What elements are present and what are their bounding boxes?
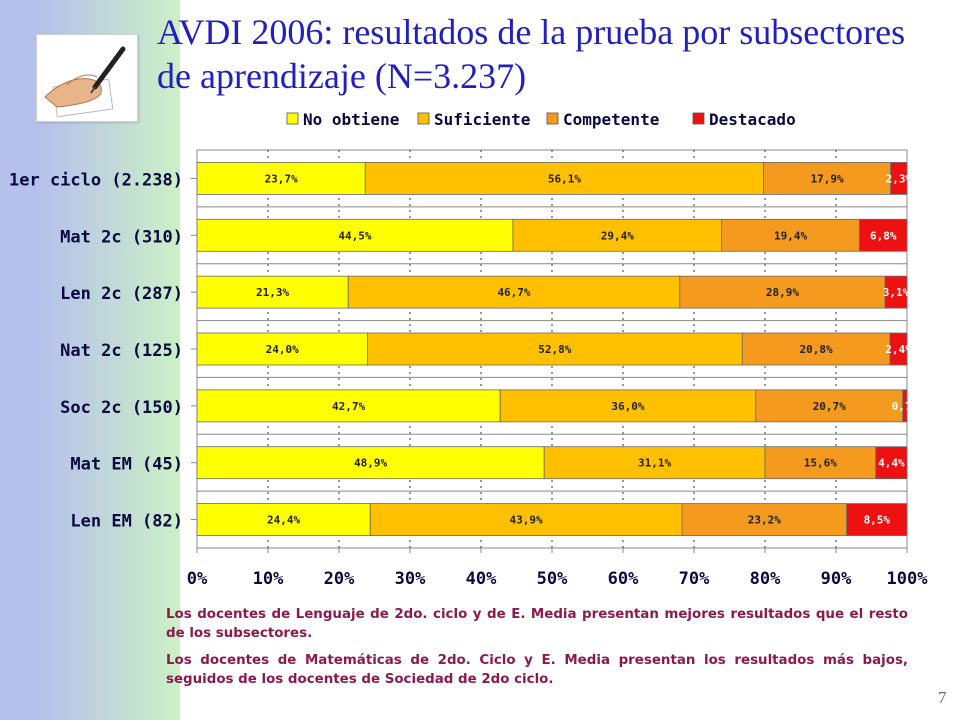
data-label: 17,9% xyxy=(811,172,844,185)
data-label: 20,7% xyxy=(813,400,846,413)
bar-suficiente xyxy=(369,503,683,536)
bar-no-obtiene xyxy=(196,218,514,252)
slide-title: AVDI 2006: resultados de la prueba por s… xyxy=(157,12,906,96)
hand-writing-icon xyxy=(36,34,138,122)
bar-competente xyxy=(721,218,860,252)
bar-destacado xyxy=(884,275,908,309)
x-tick-label: 10% xyxy=(253,569,284,589)
x-tick-label: 70% xyxy=(679,569,710,589)
bar-destacado xyxy=(902,389,908,423)
bar-competente xyxy=(764,446,877,480)
x-tick-label: 60% xyxy=(608,569,639,589)
data-label: 46,7% xyxy=(497,286,530,299)
x-tick-label: 0% xyxy=(187,569,208,589)
bar-no-obtiene xyxy=(196,332,368,366)
bar-destacado xyxy=(875,446,908,480)
x-tick-label: 80% xyxy=(750,569,781,589)
legend-label: No obtiene xyxy=(303,110,399,129)
bar-destacado xyxy=(846,503,908,536)
data-label: 20,8% xyxy=(800,343,833,356)
bar-competente xyxy=(681,503,848,536)
data-label: 29,4% xyxy=(601,229,634,242)
data-label: 21,3% xyxy=(256,286,289,299)
category-label: Mat 2c (310) xyxy=(60,227,183,247)
bar-destacado xyxy=(889,332,908,366)
data-label: 0,7% xyxy=(892,400,919,413)
legend-label: Destacado xyxy=(709,110,796,129)
category-label: 1er ciclo (2.238) xyxy=(9,170,183,190)
data-label: 15,6% xyxy=(804,457,837,470)
bar-suficiente xyxy=(366,332,743,366)
x-tick-label: 30% xyxy=(395,569,426,589)
bar-suficiente xyxy=(512,218,723,252)
data-label: 23,2% xyxy=(748,514,781,527)
bar-competente xyxy=(679,275,886,309)
x-tick-label: 50% xyxy=(537,569,568,589)
data-label: 2,4% xyxy=(885,343,912,356)
note-lenguaje: Los docentes de Lenguaje de 2do. ciclo y… xyxy=(166,607,908,641)
data-label: 23,7% xyxy=(265,172,298,185)
data-label: 56,1% xyxy=(548,172,581,185)
bar-competente xyxy=(755,389,904,423)
page-number: 7 xyxy=(938,688,947,707)
legend-swatch xyxy=(692,112,705,125)
note-matematicas: Los docentes de Matemáticas de 2do. Cicl… xyxy=(166,653,908,687)
bar-suficiente xyxy=(347,275,681,309)
bar-suficiente xyxy=(499,389,757,423)
bar-competente xyxy=(763,162,892,195)
data-label: 28,9% xyxy=(766,286,799,299)
x-tick-label: 90% xyxy=(821,569,852,589)
data-label: 31,1% xyxy=(638,457,671,470)
legend-label: Competente xyxy=(563,110,659,129)
legend-swatch xyxy=(546,112,559,125)
notes-block: Los docentes de Lenguaje de 2do. ciclo y… xyxy=(166,605,908,697)
data-label: 24,0% xyxy=(266,343,299,356)
legend-label: Suficiente xyxy=(434,110,530,129)
bar-no-obtiene xyxy=(196,275,349,309)
data-label: 8,5% xyxy=(864,514,891,527)
data-label: 42,7% xyxy=(332,400,365,413)
data-label: 3,1% xyxy=(883,286,910,299)
data-label: 19,4% xyxy=(774,229,807,242)
category-label: Len EM (82) xyxy=(70,512,183,532)
x-tick-label: 100% xyxy=(887,569,929,589)
category-label: Mat EM (45) xyxy=(70,455,183,475)
category-label: Soc 2c (150) xyxy=(60,398,183,418)
data-label: 52,8% xyxy=(538,343,571,356)
data-label: 43,9% xyxy=(510,514,543,527)
x-tick-label: 40% xyxy=(466,569,497,589)
data-label: 48,9% xyxy=(354,457,387,470)
data-label: 44,5% xyxy=(338,229,371,242)
category-label: Nat 2c (125) xyxy=(60,341,183,361)
bar-suficiente xyxy=(543,446,766,480)
bar-no-obtiene xyxy=(196,162,366,195)
data-label: 6,8% xyxy=(870,229,897,242)
data-label: 24,4% xyxy=(267,514,300,527)
legend-swatch xyxy=(417,112,430,125)
bar-destacado xyxy=(859,218,908,252)
bar-destacado xyxy=(890,162,908,195)
legend-swatch xyxy=(286,112,299,125)
data-label: 2,3% xyxy=(886,172,913,185)
category-label: Len 2c (287) xyxy=(60,284,183,304)
data-label: 36,0% xyxy=(611,400,644,413)
data-label: 4,4% xyxy=(878,457,905,470)
x-tick-label: 20% xyxy=(324,569,355,589)
